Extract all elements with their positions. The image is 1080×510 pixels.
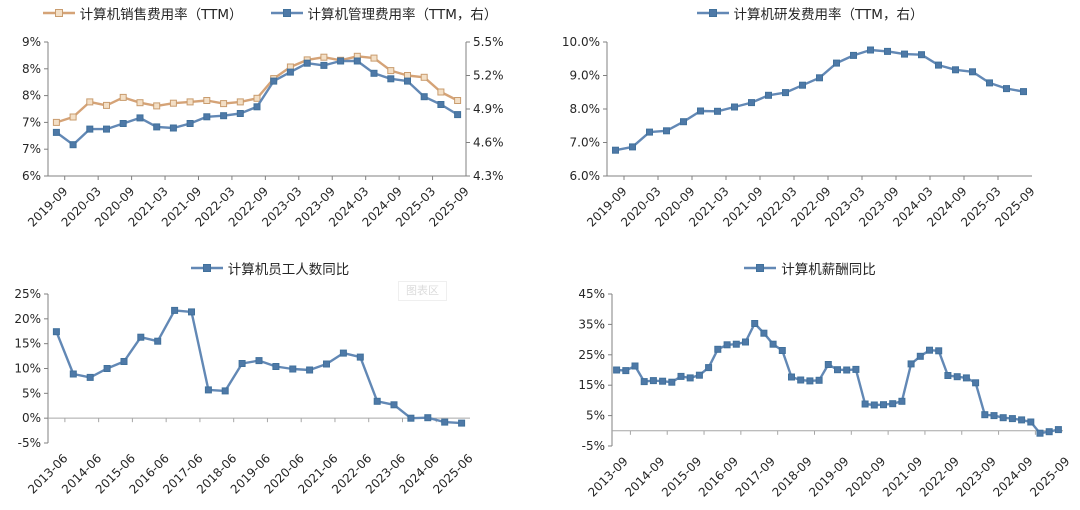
line-square-marker-icon xyxy=(42,9,75,17)
svg-text:-5%: -5% xyxy=(582,439,605,453)
legend-salary: 计算机薪酬同比 xyxy=(540,258,1080,278)
svg-text:15%: 15% xyxy=(14,337,41,351)
rnd-expense-plot: 10.0%9.0%8.0%7.0%6.0%2019-092020-032020-… xyxy=(562,35,1038,230)
line-square-marker-icon xyxy=(190,264,223,272)
svg-text:5%: 5% xyxy=(22,386,41,400)
svg-text:7%: 7% xyxy=(22,142,41,156)
svg-text:8.0%: 8.0% xyxy=(570,102,601,116)
line-square-marker-icon xyxy=(744,264,777,272)
svg-text:7%: 7% xyxy=(22,115,41,129)
svg-text:25%: 25% xyxy=(578,348,605,362)
svg-text:0%: 0% xyxy=(22,411,41,425)
svg-text:25%: 25% xyxy=(14,287,41,301)
headcount-yoy-plot: 25%20%15%10%5%0%-5%2013-062014-062015-06… xyxy=(14,287,475,497)
svg-text:7.0%: 7.0% xyxy=(570,136,601,150)
legend-sales-admin: 计算机销售费用率（TTM） 计算机管理费用率（TTM，右） xyxy=(0,3,540,23)
legend-headcount: 计算机员工人数同比 xyxy=(0,258,540,278)
svg-text:-5%: -5% xyxy=(18,436,41,450)
chart-sales-admin-expense: 计算机销售费用率（TTM） 计算机管理费用率（TTM，右） 9% 8% 8% 7% 7%… xyxy=(0,0,540,255)
svg-text:15%: 15% xyxy=(578,378,605,392)
svg-text:2025-09: 2025-09 xyxy=(1027,454,1072,499)
svg-text:5.2%: 5.2% xyxy=(473,69,504,83)
svg-text:4.9%: 4.9% xyxy=(473,102,504,116)
svg-text:10.0%: 10.0% xyxy=(562,35,600,49)
svg-text:8%: 8% xyxy=(22,62,41,76)
sales-admin-expense-plot: 9%8%8%7%7%6%5.5%5.2%4.9%4.6%4.3%2019-092… xyxy=(22,35,504,230)
chart-rnd-expense: 计算机研发费用率（TTM，右） 10.0% 9.0% 8.0% 7.0% 6.0% 201… xyxy=(540,0,1080,255)
svg-text:8%: 8% xyxy=(22,89,41,103)
svg-text:45%: 45% xyxy=(578,287,605,301)
svg-text:35%: 35% xyxy=(578,317,605,331)
svg-text:4.6%: 4.6% xyxy=(473,136,504,150)
chart-salary-yoy: 计算机薪酬同比 45% 35% 25% 15% 5% -5% 2013-09 2014-09 2… xyxy=(540,255,1080,510)
legend-item-rnd-expense: 计算机研发费用率（TTM，右） xyxy=(696,3,924,23)
chart-area-tooltip: 图表区 xyxy=(398,281,447,301)
legend-rnd: 计算机研发费用率（TTM，右） xyxy=(540,3,1080,23)
legend-item-headcount: 计算机员工人数同比 xyxy=(190,258,350,278)
legend-label: 计算机销售费用率（TTM） xyxy=(79,7,243,23)
svg-text:4.3%: 4.3% xyxy=(473,169,504,183)
legend-label: 计算机研发费用率（TTM，右） xyxy=(733,7,924,23)
legend-label: 计算机管理费用率（TTM，右） xyxy=(307,7,498,23)
line-square-marker-icon xyxy=(270,9,303,17)
legend-item-sales-expense: 计算机销售费用率（TTM） xyxy=(42,3,243,23)
svg-text:6.0%: 6.0% xyxy=(570,169,601,183)
legend-label: 计算机薪酬同比 xyxy=(781,262,876,278)
svg-text:20%: 20% xyxy=(14,312,41,326)
legend-item-salary: 计算机薪酬同比 xyxy=(744,258,876,278)
svg-text:10%: 10% xyxy=(14,362,41,376)
line-square-marker-icon xyxy=(696,9,729,17)
svg-text:5.5%: 5.5% xyxy=(473,35,504,49)
legend-label: 计算机员工人数同比 xyxy=(227,262,350,278)
salary-yoy-plot: 45%35%25%15%5%-5%2013-092014-092015-0920… xyxy=(578,287,1072,500)
svg-text:6%: 6% xyxy=(22,169,41,183)
svg-text:9.0%: 9.0% xyxy=(570,69,601,83)
svg-text:5%: 5% xyxy=(586,409,605,423)
svg-text:9%: 9% xyxy=(22,35,41,49)
chart-headcount-yoy: 计算机员工人数同比 25% 20% 15% 10% 5% 0% -5% 2013-06 2014… xyxy=(0,255,540,510)
legend-item-admin-expense: 计算机管理费用率（TTM，右） xyxy=(270,3,498,23)
